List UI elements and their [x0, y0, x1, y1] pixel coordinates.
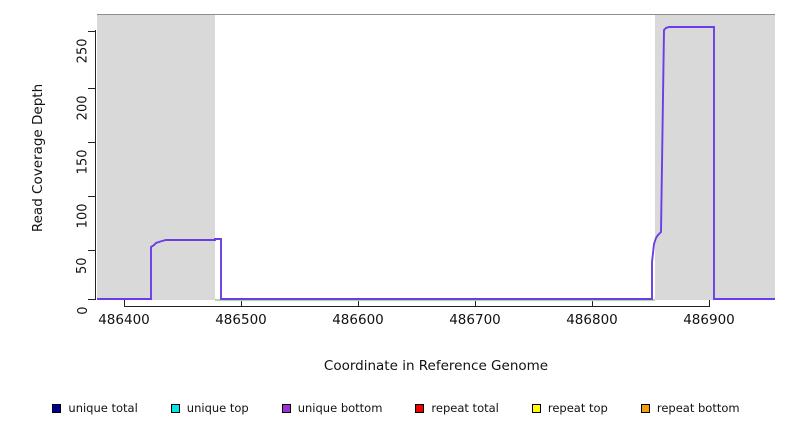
- legend-item-unique-top[interactable]: unique top: [170, 401, 249, 415]
- legend-item-unique-total[interactable]: unique total: [52, 401, 138, 415]
- y-tick-0: [88, 299, 95, 301]
- legend-label-unique-bottom: unique bottom: [297, 401, 383, 415]
- legend-swatch-repeat-total: [415, 403, 425, 413]
- legend-label-unique-total: unique total: [68, 401, 138, 415]
- legend-item-unique-bottom[interactable]: unique bottom: [281, 401, 383, 415]
- y-tick-100: [88, 196, 95, 198]
- x-tick-label-486400: 486400: [98, 312, 150, 328]
- legend-label-repeat-top: repeat top: [547, 401, 608, 415]
- legend-swatch-unique-top: [170, 403, 180, 413]
- legend-label-repeat-bottom: repeat bottom: [656, 401, 740, 415]
- x-tick-label-486900: 486900: [683, 312, 735, 328]
- legend-swatch-repeat-bottom: [640, 403, 650, 413]
- plot-top-border: [97, 14, 775, 15]
- plot-area: [97, 14, 775, 300]
- legend-label-repeat-total: repeat total: [431, 401, 499, 415]
- x-tick-486600: [358, 300, 360, 307]
- shaded-region-right: [655, 14, 775, 300]
- x-tick-label-486800: 486800: [566, 312, 618, 328]
- y-tick-250: [88, 31, 95, 33]
- x-tick-486700: [475, 300, 477, 307]
- x-tick-486900: [709, 300, 711, 307]
- shaded-region-left: [97, 14, 215, 300]
- legend-item-repeat-bottom[interactable]: repeat bottom: [640, 401, 740, 415]
- legend-item-repeat-total[interactable]: repeat total: [415, 401, 499, 415]
- x-tick-label-486700: 486700: [449, 312, 501, 328]
- y-tick-50: [88, 250, 95, 252]
- legend-item-repeat-top[interactable]: repeat top: [531, 401, 608, 415]
- y-tick-200: [88, 88, 95, 90]
- y-axis-line: [95, 30, 97, 300]
- x-tick-label-486500: 486500: [215, 312, 267, 328]
- chart-legend: unique total unique top unique bottom re…: [0, 398, 792, 418]
- y-tick-150: [88, 142, 95, 144]
- series-unique-bottom: [97, 26, 775, 300]
- legend-swatch-unique-bottom: [281, 403, 291, 413]
- x-axis-title: Coordinate in Reference Genome: [323, 358, 549, 374]
- x-axis-line: [124, 306, 709, 308]
- legend-swatch-unique-total: [52, 403, 62, 413]
- x-tick-486500: [241, 300, 243, 307]
- x-tick-486800: [592, 300, 594, 307]
- x-tick-label-486600: 486600: [332, 312, 384, 328]
- legend-label-unique-top: unique top: [186, 401, 249, 415]
- x-tick-486400: [124, 300, 126, 307]
- legend-swatch-repeat-top: [531, 403, 541, 413]
